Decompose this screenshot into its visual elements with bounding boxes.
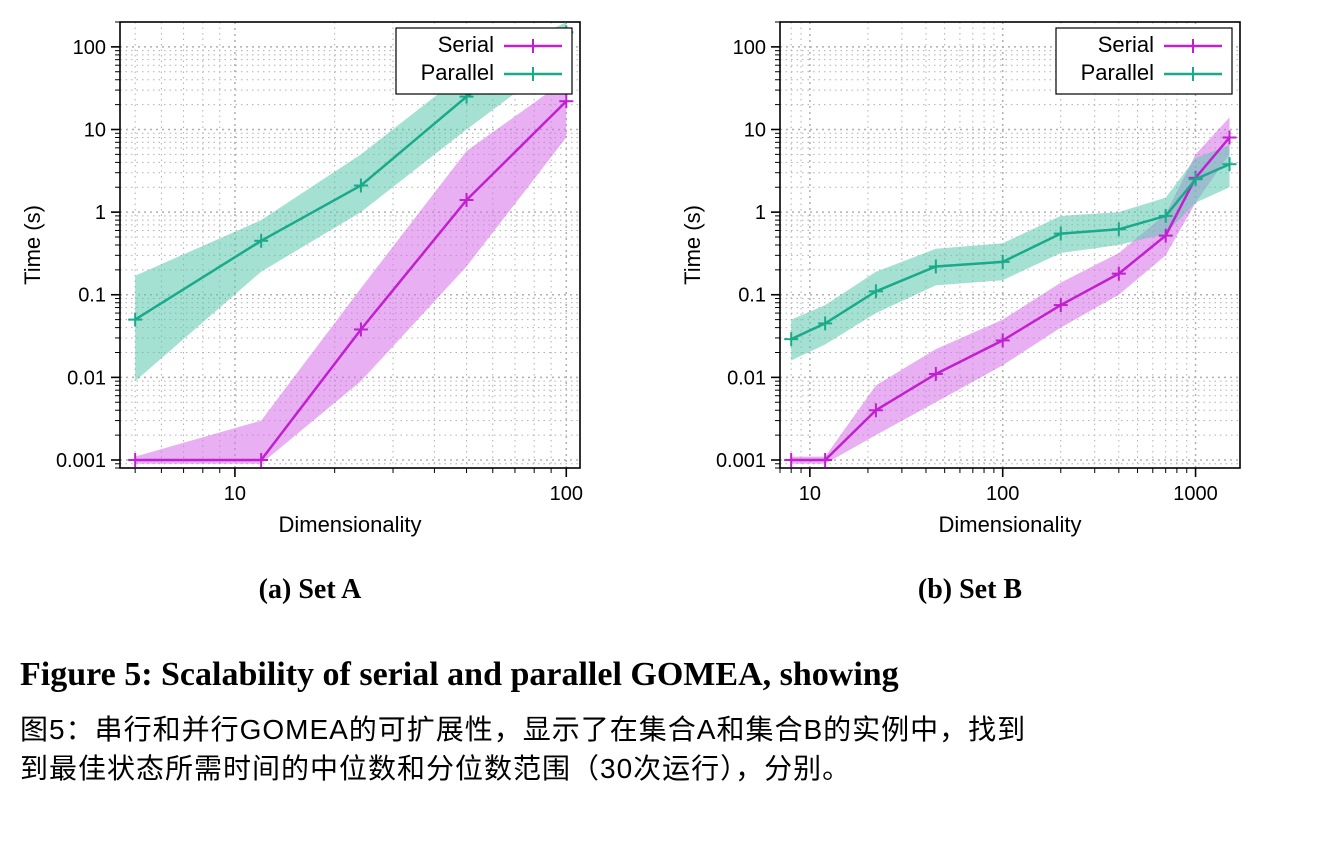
svg-text:10: 10: [799, 483, 821, 505]
svg-text:0.01: 0.01: [67, 367, 106, 389]
svg-text:100: 100: [733, 37, 766, 59]
svg-text:Serial: Serial: [1098, 32, 1154, 57]
svg-text:Parallel: Parallel: [1081, 60, 1154, 85]
svg-text:Dimensionality: Dimensionality: [278, 512, 421, 537]
subcaption-a: (a) Set A: [259, 574, 362, 606]
svg-text:100: 100: [986, 483, 1019, 505]
svg-text:Parallel: Parallel: [421, 60, 494, 85]
subcaption-b: (b) Set B: [918, 574, 1022, 606]
svg-text:Serial: Serial: [438, 32, 494, 57]
svg-text:100: 100: [550, 483, 583, 505]
svg-text:Time (s): Time (s): [680, 205, 705, 285]
svg-text:0.001: 0.001: [56, 450, 106, 472]
figure-caption-en: Figure 5: Scalability of serial and para…: [20, 656, 1316, 694]
svg-text:Dimensionality: Dimensionality: [938, 512, 1081, 537]
svg-text:1: 1: [755, 202, 766, 224]
svg-text:Time (s): Time (s): [20, 205, 45, 285]
svg-text:100: 100: [73, 37, 106, 59]
svg-text:0.1: 0.1: [78, 285, 106, 307]
svg-text:0.001: 0.001: [716, 450, 766, 472]
chart-set-a: 10 100 0.001 0.01 0.1 1 10 100 Dimensionality Tim…: [20, 10, 600, 550]
svg-text:0.01: 0.01: [727, 367, 766, 389]
svg-text:10: 10: [224, 483, 246, 505]
svg-text:1000: 1000: [1173, 483, 1218, 505]
svg-text:10: 10: [84, 119, 106, 141]
svg-text:10: 10: [744, 119, 766, 141]
svg-text:1: 1: [95, 202, 106, 224]
figure-caption-cn: 图5：串行和并行GOMEA的可扩展性，显示了在集合A和集合B的实例中，找到 到最…: [20, 710, 1316, 788]
svg-text:0.1: 0.1: [738, 285, 766, 307]
chart-set-b: 10 100 1000 0.001 0.01 0.1 1 10 100 Dimensionalit…: [680, 10, 1260, 550]
